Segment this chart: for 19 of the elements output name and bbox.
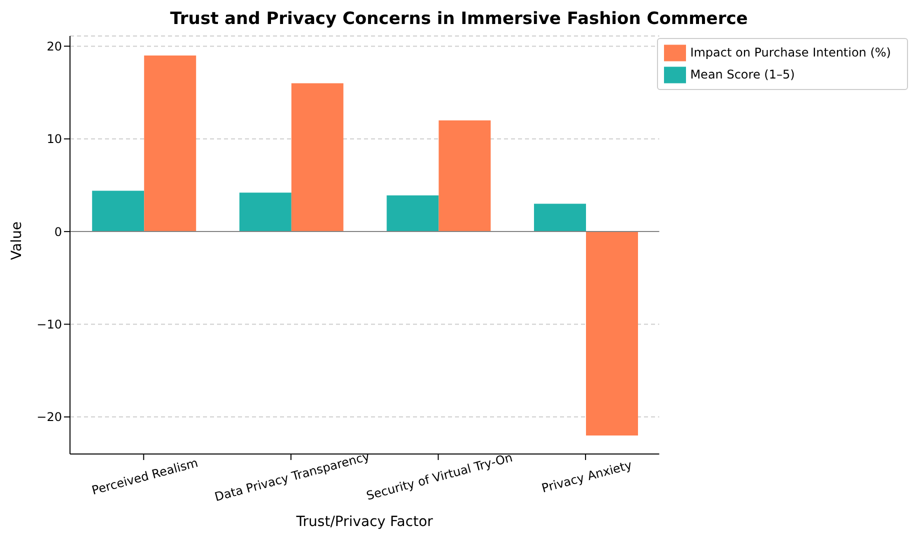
legend-label: Impact on Purchase Intention (%) [690,45,891,60]
bar [386,195,439,232]
bar [534,204,586,232]
y-axis-title: Value [8,222,25,260]
legend-label: Mean Score (1–5) [690,67,795,82]
bar [92,190,144,232]
y-tick-label: 10 [46,132,62,146]
bar [239,192,292,232]
y-tick-label: 0 [54,224,62,239]
chart-title: Trust and Privacy Concerns in Immersive Fashion Commerce [169,8,749,30]
y-tick-label: −20 [36,410,62,424]
bar [144,55,196,232]
bar [438,120,491,232]
y-tick-label: −10 [36,318,62,332]
y-tick-label: 20 [46,39,62,54]
bar [291,83,344,232]
x-axis-title: Trust/Privacy Factor [295,514,434,530]
bar [586,232,638,436]
x-tick-label: Privacy Anxiety [540,458,634,496]
